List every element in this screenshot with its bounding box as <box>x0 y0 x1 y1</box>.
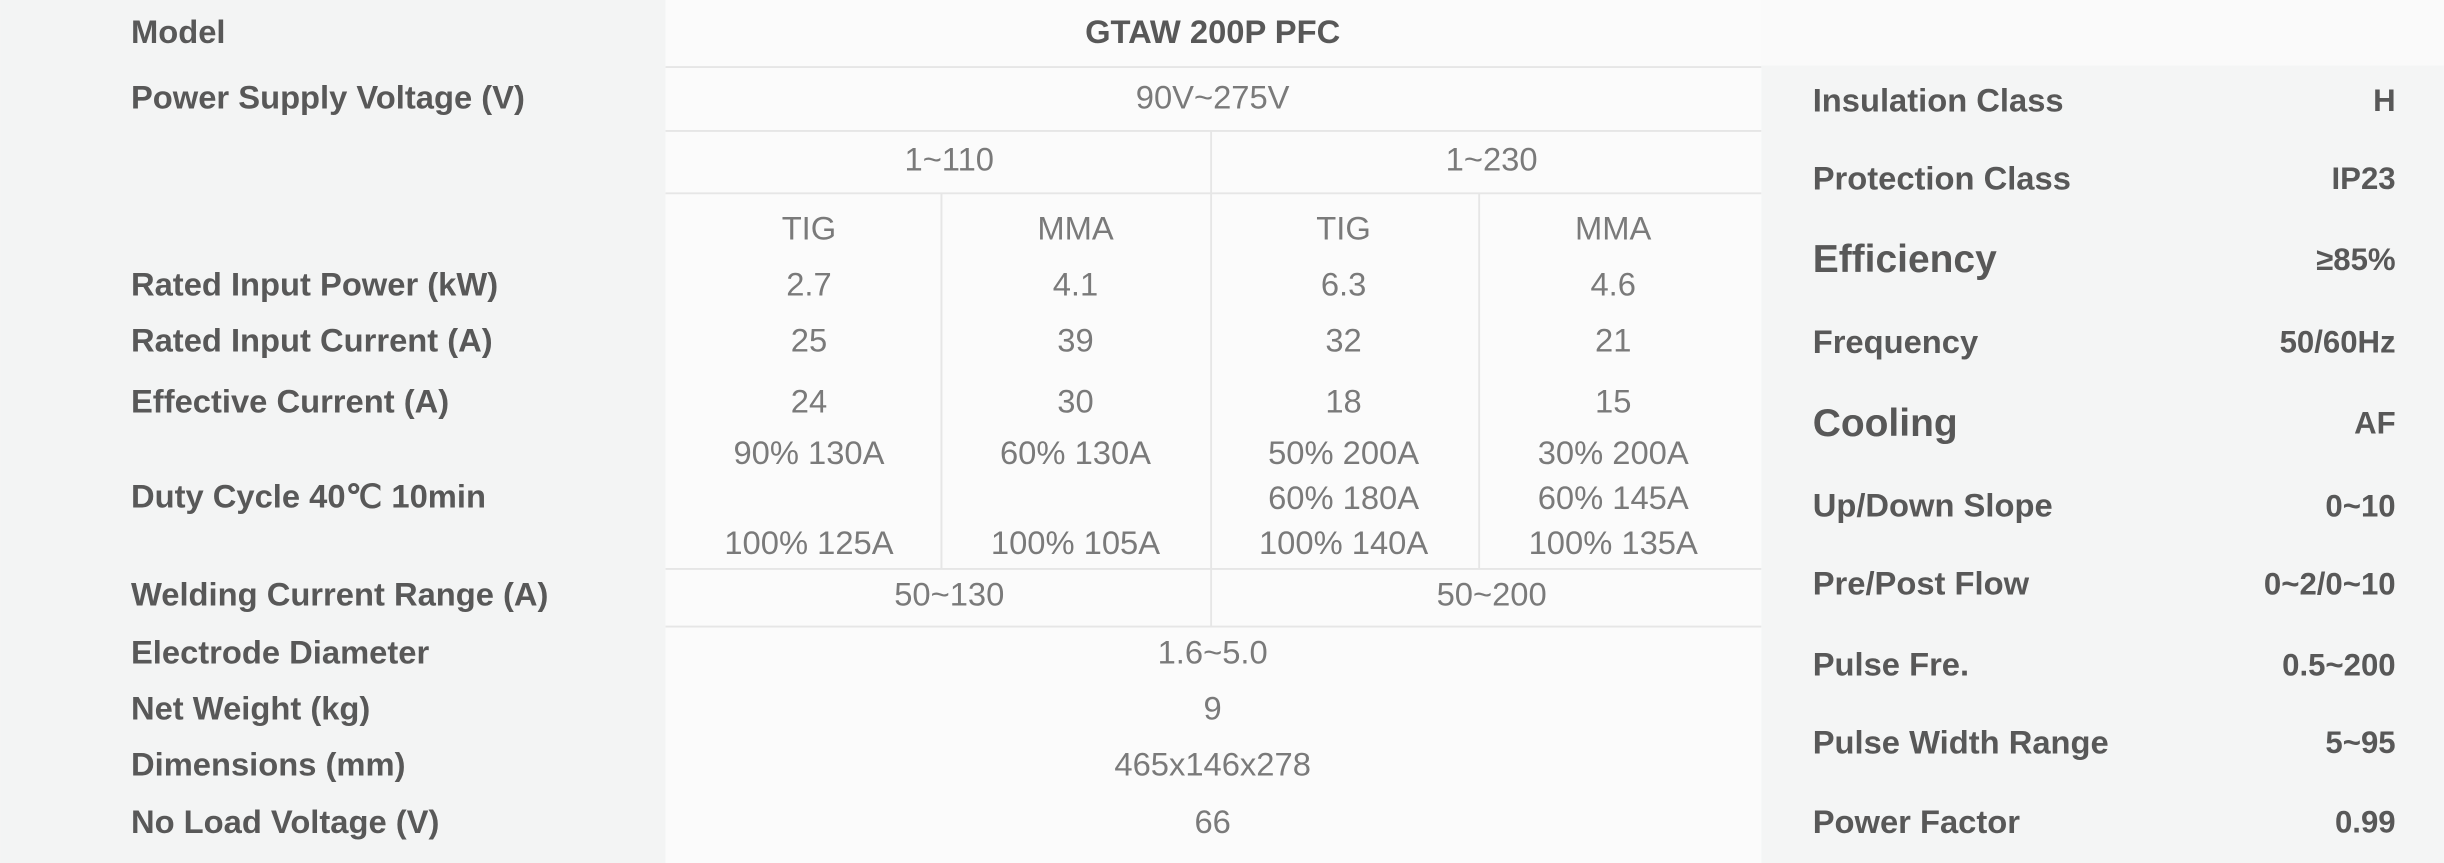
cell: 6.3 <box>1321 265 1366 302</box>
row-label: Effective Current (A) <box>131 382 449 419</box>
cell: 465x146x278 <box>1114 745 1311 782</box>
side-label: Protection Class <box>1813 159 2071 196</box>
side-value: IP23 <box>2332 161 2396 196</box>
side-value: H <box>2373 83 2396 118</box>
cell: 4.1 <box>1053 265 1098 302</box>
cell: 4.6 <box>1590 265 1635 302</box>
cell: 60% 145A <box>1538 479 1689 516</box>
side-value: 0~10 <box>2325 488 2395 523</box>
row-label: Power Supply Voltage (V) <box>131 78 525 115</box>
cell: 60% 130A <box>1000 434 1151 471</box>
cell: 30% 200A <box>1538 434 1689 471</box>
row-label: Net Weight (kg) <box>131 689 370 726</box>
cell: 21 <box>1595 322 1631 359</box>
cell: 24 <box>791 382 827 419</box>
cell: 9 <box>1204 689 1222 726</box>
row-label: Electrode Diameter <box>131 633 429 670</box>
side-value: 0.99 <box>2335 805 2396 840</box>
side-label: Pre/Post Flow <box>1813 565 2030 602</box>
cell: 1.6~5.0 <box>1158 633 1268 670</box>
cell: 90V~275V <box>1136 78 1290 115</box>
cell: 60% 180A <box>1268 479 1419 516</box>
row-label: Rated Input Current (A) <box>131 322 493 359</box>
cell: 50~130 <box>894 576 1004 613</box>
cell: 66 <box>1194 803 1230 840</box>
side-panel <box>1761 0 2444 863</box>
side-value: 0~2/0~10 <box>2264 566 2396 601</box>
side-value: AF <box>2354 406 2396 441</box>
cell: 100% 140A <box>1259 524 1428 561</box>
row-label: Welding Current Range (A) <box>131 576 548 613</box>
mode: MMA <box>1575 209 1652 246</box>
side-label: Frequency <box>1813 323 1979 360</box>
side-value: ≥85% <box>2316 242 2395 277</box>
cell: 50% 200A <box>1268 434 1419 471</box>
cell: 50~200 <box>1437 576 1547 613</box>
side-label: Cooling <box>1813 402 1958 445</box>
cell: 90% 130A <box>733 434 884 471</box>
row-label: Rated Input Power (kW) <box>131 265 498 302</box>
cell: 25 <box>791 322 827 359</box>
phase: 1~230 <box>1446 141 1538 178</box>
row-label: Dimensions (mm) <box>131 745 406 782</box>
side-value: 5~95 <box>2325 725 2395 760</box>
side-value: 50/60Hz <box>2280 325 2396 360</box>
side-value: 0.5~200 <box>2282 647 2396 682</box>
model-name: GTAW 200P PFC <box>1085 13 1340 50</box>
cell: 18 <box>1325 382 1361 419</box>
value-panel <box>665 0 1762 863</box>
cell: 100% 105A <box>991 524 1160 561</box>
side-label: Pulse Width Range <box>1813 724 2109 761</box>
side-label: Insulation Class <box>1813 82 2064 119</box>
side-label: Power Factor <box>1813 803 2021 840</box>
mode: MMA <box>1037 209 1114 246</box>
mode: TIG <box>1316 209 1371 246</box>
label-column <box>0 0 666 863</box>
side-header <box>1761 0 2444 66</box>
row-label: No Load Voltage (V) <box>131 803 439 840</box>
cell: 32 <box>1325 322 1361 359</box>
side-label: Up/Down Slope <box>1813 487 2053 524</box>
cell: 39 <box>1057 322 1093 359</box>
cell: 30 <box>1057 382 1093 419</box>
row-label: Model <box>131 13 226 50</box>
cell: 100% 135A <box>1529 524 1698 561</box>
grid <box>665 66 1762 628</box>
side-label: Efficiency <box>1813 238 1997 281</box>
cell: 15 <box>1595 382 1631 419</box>
mode: TIG <box>782 209 837 246</box>
phase: 1~110 <box>905 141 994 178</box>
side-label: Pulse Fre. <box>1813 646 1969 683</box>
cell: 100% 125A <box>724 524 893 561</box>
row-label: Duty Cycle 40℃ 10min <box>131 477 486 514</box>
cell: 2.7 <box>786 265 831 302</box>
